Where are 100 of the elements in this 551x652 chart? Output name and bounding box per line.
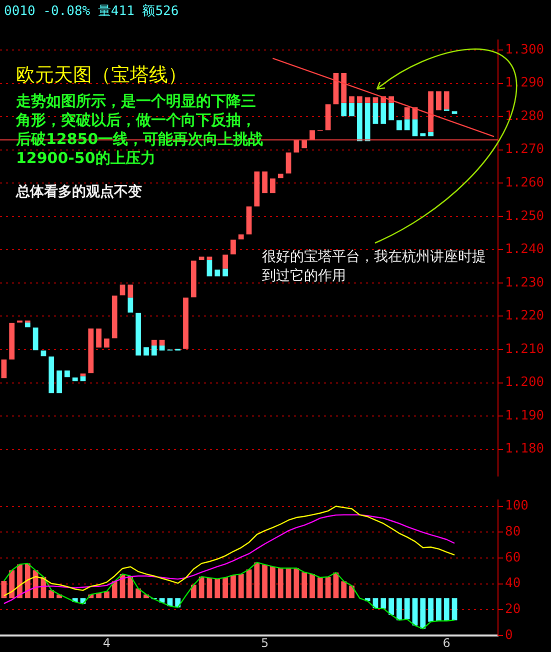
bar <box>286 568 292 598</box>
y-tick-label: 1.190 <box>505 408 544 424</box>
bar <box>198 256 204 260</box>
y-tick-label: 1.240 <box>505 242 544 258</box>
bar <box>436 91 442 110</box>
bar <box>349 102 354 116</box>
bar <box>325 104 331 130</box>
bar <box>270 178 276 194</box>
bar <box>404 107 410 120</box>
y-tick-label: 40 <box>505 576 521 592</box>
bar <box>302 140 308 148</box>
bar <box>128 298 134 313</box>
bar <box>112 296 118 338</box>
bar <box>151 346 157 356</box>
y-tick-label: 1.260 <box>505 175 544 190</box>
bar <box>262 564 268 598</box>
y-tick-label: 80 <box>505 524 521 540</box>
y-tick-label: 1.220 <box>505 308 544 324</box>
bar <box>9 322 15 360</box>
bar <box>428 598 434 622</box>
bar <box>380 102 386 124</box>
bar <box>151 340 157 346</box>
bar <box>404 598 410 620</box>
x-tick-label: 5 <box>260 636 269 650</box>
bar <box>444 598 450 621</box>
bar <box>222 578 228 598</box>
bar <box>404 119 410 130</box>
y-tick-label: 1.210 <box>505 342 544 357</box>
bar <box>64 370 70 378</box>
bar <box>222 268 228 276</box>
bar <box>190 260 196 298</box>
bar <box>294 140 300 152</box>
bar <box>349 96 354 103</box>
bar <box>270 566 276 598</box>
bar <box>325 576 331 598</box>
bar <box>341 581 347 598</box>
bar <box>206 578 212 598</box>
bar <box>238 234 244 240</box>
bar <box>246 206 252 234</box>
bar <box>286 152 292 174</box>
bar <box>206 256 212 260</box>
bar <box>436 598 442 621</box>
bar <box>412 119 418 136</box>
bar <box>96 328 102 348</box>
bar <box>24 322 30 328</box>
y-tick-label: 60 <box>505 550 521 566</box>
bar <box>302 572 308 598</box>
bar <box>159 340 165 346</box>
bar <box>356 96 362 103</box>
y-tick-label: 100 <box>505 498 528 514</box>
bar <box>364 97 370 103</box>
bar <box>1 360 7 378</box>
bar <box>144 347 149 356</box>
bar <box>214 578 220 598</box>
bar <box>206 260 212 276</box>
bar <box>278 174 284 178</box>
y-tick-label: 1.180 <box>505 442 544 457</box>
bar <box>341 102 347 116</box>
text: 欧元天图（宝塔线） <box>16 63 187 88</box>
bar <box>380 598 386 609</box>
bar <box>310 130 315 140</box>
bar <box>112 581 118 598</box>
x-tick-label: 4 <box>102 636 111 650</box>
annotation: 很好的宝塔平台，我在杭州讲座时提到过它的作用 <box>262 248 487 286</box>
bar <box>420 133 426 136</box>
bar <box>238 574 244 598</box>
bar <box>452 111 458 114</box>
y-tick-label: 20 <box>505 602 521 618</box>
bar <box>128 576 134 598</box>
bar <box>230 575 236 598</box>
bar <box>372 102 378 124</box>
y-tick-label: 1.270 <box>505 142 544 158</box>
bar <box>32 328 38 350</box>
bar <box>364 102 370 142</box>
bar <box>136 588 142 598</box>
bar <box>294 568 300 598</box>
bar <box>444 91 450 110</box>
bar <box>159 346 165 351</box>
bar <box>396 598 402 620</box>
x-tick-label: 6 <box>442 636 450 650</box>
bar <box>278 568 284 598</box>
bar <box>310 574 315 598</box>
bar <box>48 590 54 598</box>
y-tick-label: 1.250 <box>505 208 544 224</box>
y-tick-label: 1.200 <box>505 375 544 390</box>
bar <box>428 132 434 136</box>
y-tick-label: 0 <box>505 628 513 643</box>
bar <box>136 312 142 356</box>
bar <box>190 584 196 598</box>
bar <box>262 171 268 194</box>
bar <box>254 562 260 598</box>
bar <box>104 338 110 348</box>
y-tick-label: 1.230 <box>505 275 544 290</box>
bar <box>48 356 54 394</box>
bar <box>428 91 434 132</box>
bar <box>80 376 86 382</box>
bar <box>356 102 362 142</box>
bar <box>104 591 110 598</box>
annotation: 总体看多的观点不变 <box>16 183 143 201</box>
bar <box>183 298 188 349</box>
